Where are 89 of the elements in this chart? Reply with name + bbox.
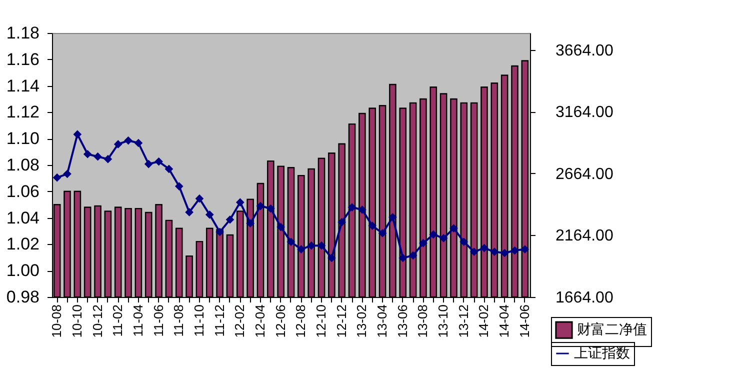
point — [266, 204, 275, 213]
x-tick-label: 12-10 — [314, 304, 329, 338]
point — [388, 212, 397, 222]
y-tick-label: 1.18 — [6, 24, 40, 42]
point — [490, 248, 499, 256]
point — [174, 182, 184, 190]
x-tick-label: 11-06 — [150, 304, 166, 337]
point — [236, 198, 244, 207]
point — [124, 136, 132, 145]
x-tick-label: 14-04 — [496, 304, 512, 338]
y-tick-label: 1.04 — [6, 208, 40, 228]
legend-label: 财富二净值 — [577, 321, 647, 337]
point — [276, 222, 286, 232]
point — [104, 154, 112, 164]
x-tick-label: 14-02 — [476, 304, 492, 338]
point — [52, 173, 62, 182]
y-tick-label: 1.00 — [6, 261, 40, 280]
y-tick-label: 1.02 — [6, 234, 40, 254]
y-tick-label: 1.10 — [6, 129, 40, 148]
point — [83, 150, 92, 158]
point — [205, 210, 214, 219]
point — [520, 245, 530, 254]
point — [154, 157, 163, 166]
x-tick-label: 13-12 — [456, 304, 471, 338]
point — [348, 203, 356, 212]
x-tick-label: 11-10 — [191, 304, 206, 337]
point — [358, 206, 366, 214]
point — [307, 241, 316, 250]
point — [296, 245, 306, 254]
y-tick-label: 0.98 — [6, 288, 40, 306]
x-tick-label: 13-02 — [354, 304, 370, 338]
point — [470, 248, 478, 256]
point — [73, 130, 82, 139]
point — [144, 160, 153, 168]
point — [216, 228, 224, 236]
x-tick-label: 12-04 — [252, 304, 268, 338]
y2-tick-label: 3664.00 — [556, 42, 614, 60]
point — [286, 238, 296, 246]
y-tick-label: 1.08 — [6, 156, 40, 174]
legend-label: 上证指数 — [574, 344, 630, 360]
y-tick-label: 1.12 — [6, 102, 40, 122]
point — [429, 230, 438, 239]
x-tick-label: 13-10 — [436, 304, 451, 338]
x-tick-label: 11-04 — [130, 304, 146, 337]
x-tick-label: 11-02 — [110, 304, 126, 337]
point — [328, 254, 336, 262]
point — [378, 229, 387, 238]
x-tick-label: 14-06 — [516, 304, 532, 338]
point — [63, 170, 72, 178]
y-tick-label: 1.06 — [6, 182, 40, 201]
x-tick-label: 11-12 — [212, 304, 227, 337]
y2-tick-label: 1664.00 — [556, 290, 614, 306]
x-tick-label: 12-08 — [293, 304, 308, 338]
x-tick-label: 12-06 — [272, 304, 288, 338]
x-tick-label: 10-10 — [69, 304, 84, 338]
point — [450, 224, 458, 232]
point — [480, 244, 488, 252]
point — [460, 238, 468, 246]
x-tick-label: 11-08 — [171, 304, 186, 337]
x-tick-label: 12-12 — [334, 304, 349, 338]
x-tick-label: 13-04 — [374, 304, 390, 338]
y2-tick-label: 2164.00 — [556, 228, 614, 245]
point — [114, 140, 122, 148]
point — [134, 138, 143, 148]
point — [439, 234, 448, 242]
point — [419, 238, 428, 248]
y-tick-label: 1.16 — [6, 50, 40, 69]
point — [368, 222, 377, 230]
point — [164, 164, 174, 174]
y2-tick-label: 3164.00 — [556, 104, 614, 122]
point — [246, 219, 254, 228]
x-tick-label: 13-06 — [394, 304, 410, 338]
point — [195, 194, 204, 203]
point — [94, 152, 102, 161]
point — [256, 202, 265, 210]
point — [500, 248, 509, 258]
point — [317, 241, 326, 250]
y2-tick-label: 2664.00 — [556, 166, 614, 183]
y-tick-label: 1.14 — [6, 76, 40, 96]
x-tick-label: 10-08 — [49, 304, 64, 338]
x-tick-label: 13-08 — [415, 304, 430, 338]
point — [185, 208, 194, 216]
point — [338, 218, 346, 226]
x-tick-label: 10-12 — [90, 304, 105, 338]
point — [398, 254, 408, 262]
point — [226, 215, 234, 224]
point — [510, 246, 519, 255]
x-tick-label: 12-02 — [232, 304, 248, 338]
point — [408, 251, 418, 260]
